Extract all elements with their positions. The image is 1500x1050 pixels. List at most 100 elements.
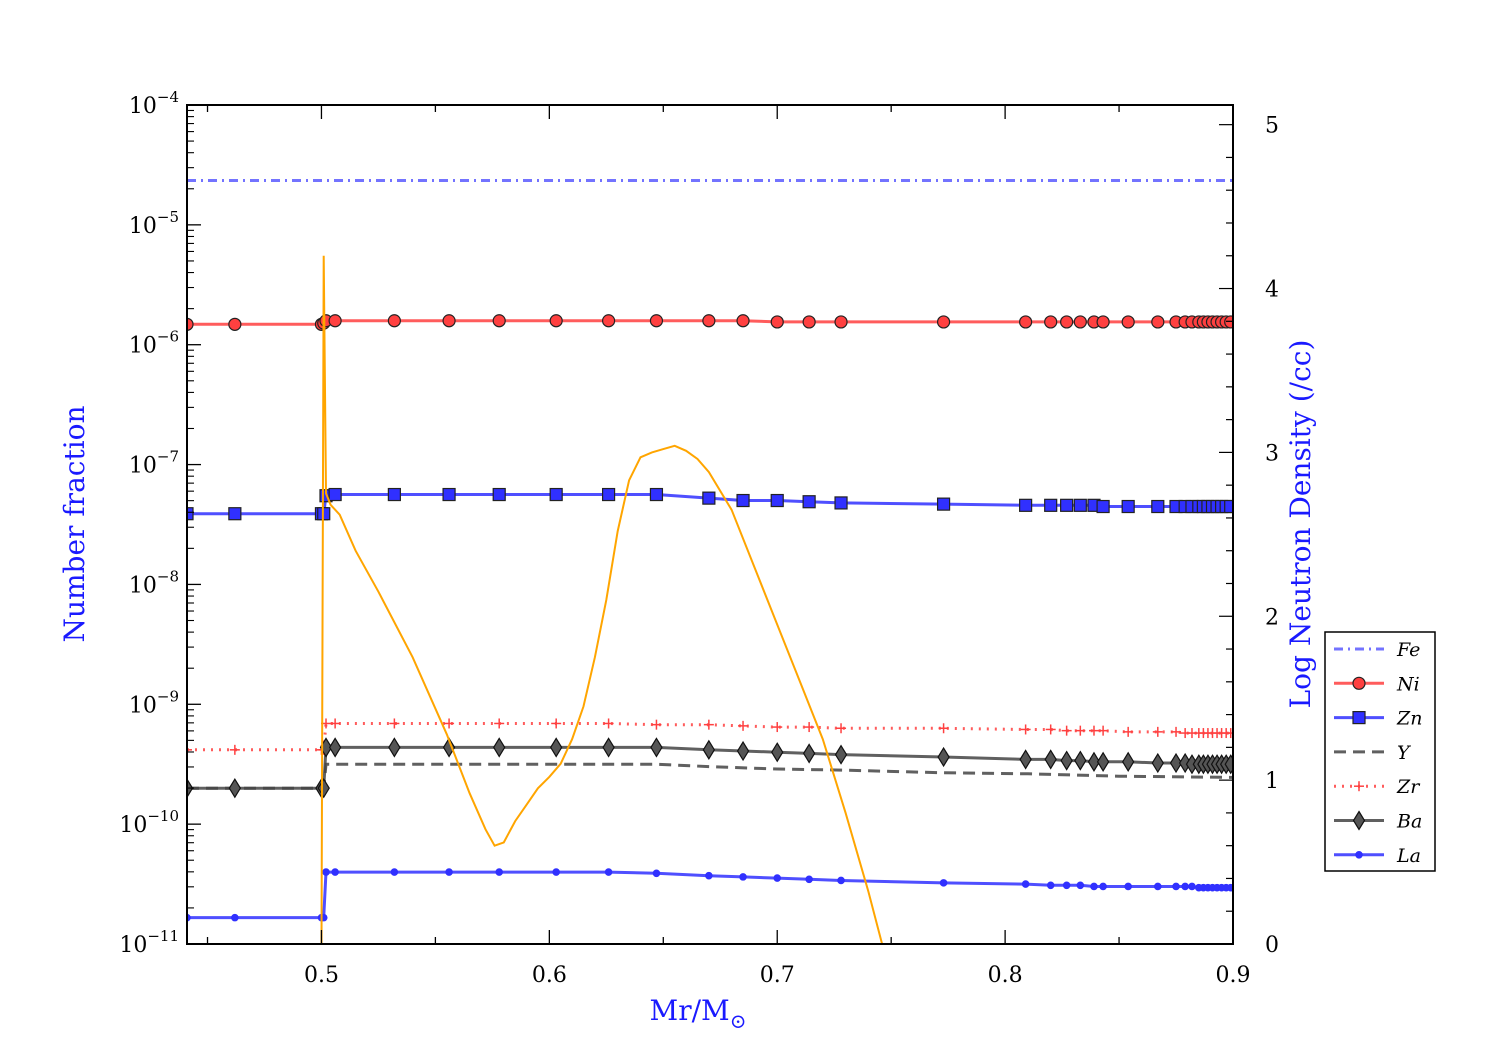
x-axis-label: Mr/M⊙	[650, 994, 747, 1033]
marker-ba	[736, 740, 750, 762]
marker-ba	[1121, 751, 1135, 772]
marker-ba	[1044, 749, 1057, 770]
x-axis-label-text: Mr/M	[650, 994, 730, 1027]
marker-zn	[1019, 498, 1033, 512]
marker-ni	[1151, 315, 1165, 329]
y-right-tick-label: 0	[1265, 933, 1279, 958]
marker-ni	[492, 314, 506, 328]
axis-ticks	[187, 104, 1234, 945]
marker-la	[1062, 881, 1071, 890]
marker-ba	[602, 737, 615, 758]
marker-la	[739, 873, 747, 881]
marker-ni	[834, 315, 848, 329]
legend-marker-zr	[1354, 781, 1364, 792]
marker-zn	[649, 487, 664, 502]
y-left-tick-power: −4	[157, 88, 179, 106]
marker-zn	[770, 493, 784, 508]
legend-label-zn: Zn	[1396, 708, 1422, 730]
marker-ba	[228, 778, 242, 799]
marker-ba	[702, 739, 716, 760]
y-left-tick-base: 10	[119, 813, 147, 838]
marker-ni	[936, 315, 951, 329]
marker-la	[1046, 881, 1055, 890]
marker-ba	[802, 743, 816, 764]
y-right-tick-label: 1	[1265, 769, 1279, 794]
marker-zn	[1096, 499, 1110, 514]
marker-zr	[1171, 726, 1182, 737]
marker-ba	[388, 737, 401, 758]
y-left-tick-power: −8	[157, 567, 179, 585]
marker-la	[445, 868, 453, 876]
marker-zr	[772, 722, 783, 733]
marker-ni	[228, 317, 242, 331]
marker-zn	[1044, 498, 1058, 512]
marker-la	[1124, 882, 1132, 891]
y-right-tick-label: 4	[1265, 278, 1279, 303]
y-left-tick-label: 10−7	[129, 448, 179, 479]
marker-ba	[1224, 754, 1233, 775]
marker-la	[231, 913, 239, 922]
legend-label-fe: Fe	[1396, 639, 1420, 661]
marker-zn	[549, 487, 563, 502]
marker-ni	[649, 314, 664, 328]
marker-ni	[387, 314, 401, 328]
y-left-tick-power: −5	[157, 208, 179, 226]
marker-zr	[938, 723, 949, 734]
marker-ba	[328, 737, 342, 758]
y-left-tick-base: 10	[119, 933, 147, 958]
marker-ba	[493, 737, 506, 758]
marker-zn	[1151, 499, 1165, 514]
marker-zr	[551, 718, 562, 729]
marker-zr	[1088, 725, 1099, 736]
y-right-tick-label: 2	[1265, 605, 1279, 630]
marker-ba	[1060, 750, 1073, 771]
marker-ba	[937, 746, 950, 768]
marker-ni	[802, 315, 816, 329]
marker-zr	[804, 722, 815, 733]
x-tick-label: 0.7	[760, 963, 795, 988]
legend-label-la: La	[1396, 845, 1421, 867]
marker-ba	[650, 737, 663, 758]
marker-ba	[1019, 749, 1032, 770]
marker-la	[773, 874, 782, 882]
marker-zr	[603, 718, 614, 729]
x-tick-label: 0.5	[304, 963, 339, 988]
marker-zn	[834, 496, 848, 510]
y-left-tick-label: 10−6	[129, 328, 179, 359]
legend: Fe Ni Zn Y Zr Ba La	[1324, 631, 1436, 872]
y-left-tick-power: −9	[157, 687, 179, 705]
legend-marker-zn	[1352, 710, 1366, 725]
y-left-tick-power: −11	[147, 927, 179, 945]
marker-zn	[1073, 498, 1087, 512]
series-line-log-neutron-density	[320, 255, 884, 944]
marker-la	[705, 871, 713, 880]
marker-ba	[1074, 750, 1087, 771]
marker-zr	[1020, 724, 1031, 735]
marker-zr	[187, 744, 192, 755]
marker-ba	[834, 744, 848, 765]
marker-ni	[1096, 315, 1110, 329]
legend-label-ni: Ni	[1396, 673, 1420, 695]
marker-la	[552, 868, 560, 876]
marker-la	[1153, 882, 1162, 891]
marker-la	[805, 875, 813, 884]
marker-ni	[1060, 315, 1074, 329]
marker-ni	[1073, 315, 1087, 329]
marker-zr	[444, 718, 455, 729]
marker-zn	[187, 507, 194, 521]
plot-frame	[186, 104, 1234, 945]
marker-zr	[738, 720, 749, 731]
x-tick-label: 0.8	[988, 963, 1023, 988]
marker-zr	[1152, 726, 1163, 737]
marker-la	[1172, 882, 1180, 891]
marker-zr	[1098, 725, 1109, 736]
marker-ni	[442, 314, 456, 328]
y-axis-right-label: Log Neutron Density (/cc)	[1284, 340, 1317, 709]
y-left-tick-base: 10	[129, 693, 157, 718]
marker-la	[1090, 882, 1098, 891]
marker-la	[939, 879, 948, 887]
marker-zn	[387, 487, 401, 502]
marker-la	[331, 868, 339, 876]
marker-zr	[1061, 725, 1072, 736]
legend-marker-la	[1355, 851, 1363, 859]
